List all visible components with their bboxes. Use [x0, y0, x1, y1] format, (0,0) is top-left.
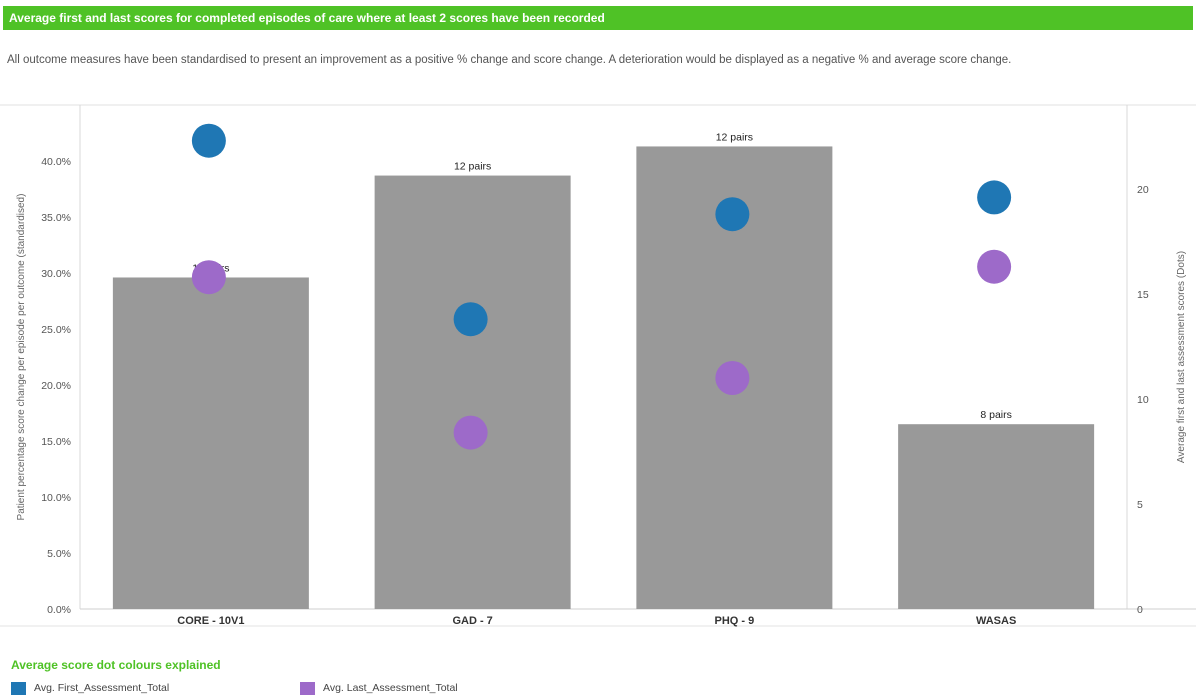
y-tick-right-label: 10	[1137, 394, 1149, 406]
y-tick-left-label: 5.0%	[47, 548, 71, 560]
bar-label: 12 pairs	[454, 161, 491, 173]
combo-chart: 0.0% 5.0% 10.0% 15.0% 20.0% 25.0% 30.0% 35.0% 40…	[0, 104, 1196, 627]
bar	[374, 175, 571, 609]
legend-item-first: Avg. First_Assessment_Total	[11, 681, 169, 695]
x-tick-label: GAD - 7	[452, 615, 492, 627]
dot-first	[977, 180, 1012, 215]
bar-label: 12 pairs	[716, 131, 753, 143]
y-tick-left-label: 35.0%	[41, 212, 71, 224]
chart-title: Average first and last scores for comple…	[3, 6, 1193, 30]
dot-first	[715, 197, 750, 232]
bar	[898, 424, 1095, 609]
y-tick-right-label: 15	[1137, 289, 1149, 301]
y-tick-right-label: 20	[1137, 184, 1149, 196]
y-tick-left-label: 20.0%	[41, 380, 71, 392]
y-axis-right-title: Average first and last assessment scores…	[1176, 251, 1187, 463]
legend-label-first: Avg. First_Assessment_Total	[34, 682, 170, 694]
legend-label-last: Avg. Last_Assessment_Total	[323, 682, 458, 694]
legend-swatch-last	[300, 681, 315, 695]
x-tick-label: CORE - 10V1	[177, 615, 244, 627]
y-tick-right-label: 0	[1137, 604, 1143, 616]
x-tick-label: WASAS	[976, 615, 1016, 627]
y-axis-left-title: Patient percentage score change per epis…	[16, 194, 27, 521]
chart-description: All outcome measures have been standardi…	[7, 54, 1012, 66]
y-tick-left-label: 15.0%	[41, 436, 71, 448]
y-tick-left-label: 25.0%	[41, 324, 71, 336]
x-tick-label: PHQ - 9	[715, 615, 755, 627]
dot-first	[453, 302, 488, 337]
dot-last	[977, 249, 1012, 284]
bar-label: 8 pairs	[980, 409, 1012, 421]
dot-last	[191, 260, 226, 295]
y-tick-left-label: 40.0%	[41, 156, 71, 168]
dot-last	[453, 415, 488, 450]
y-tick-left-label: 10.0%	[41, 492, 71, 504]
y-tick-left-label: 0.0%	[47, 604, 71, 616]
dot-first	[191, 123, 226, 158]
y-tick-right-label: 5	[1137, 499, 1143, 511]
dot-last	[715, 361, 750, 395]
legend-item-last: Avg. Last_Assessment_Total	[300, 681, 458, 695]
legend-title: Average score dot colours explained	[11, 658, 221, 672]
y-tick-left-label: 30.0%	[41, 268, 71, 280]
legend-swatch-first	[11, 681, 26, 695]
bar	[112, 277, 309, 609]
